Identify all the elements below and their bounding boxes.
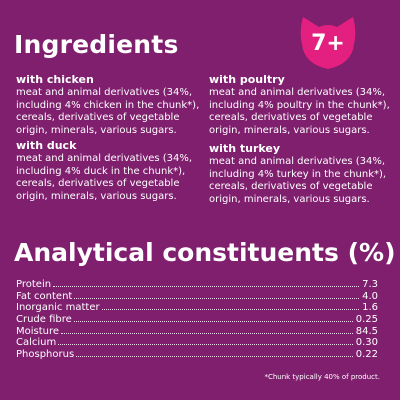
- row-value: 1.6: [362, 302, 378, 314]
- table-row: Protein 7.3: [16, 279, 378, 291]
- cat-head-icon: [300, 17, 356, 69]
- dotted-leader: [61, 332, 353, 334]
- row-value: 0.25: [355, 314, 378, 326]
- variant-name: with duck: [16, 139, 77, 152]
- table-row: Inorganic matter 1.6: [16, 302, 378, 314]
- age-badge-label: 7+: [311, 31, 345, 56]
- variant-description: meat and animal derivatives (34%, includ…: [16, 153, 193, 202]
- variant-description: meat and animal derivatives (34%, includ…: [16, 87, 200, 136]
- dotted-leader: [53, 285, 360, 287]
- row-value: 0.22: [355, 349, 378, 361]
- row-label: Inorganic matter: [16, 302, 100, 314]
- row-label: Crude fibre: [16, 314, 72, 326]
- table-row: Crude fibre 0.25: [16, 314, 378, 326]
- table-row: Calcium 0.30: [16, 337, 378, 349]
- row-value: 7.3: [362, 279, 378, 290]
- page-title: Ingredients: [14, 30, 179, 59]
- dotted-leader: [101, 308, 360, 311]
- ingredient-variant-turkey: with turkey meat and animal derivatives …: [209, 142, 394, 206]
- dotted-leader: [74, 297, 360, 299]
- ingredient-variant-poultry: with poultry meat and animal derivatives…: [209, 73, 394, 137]
- table-row: Moisture 84.5: [16, 326, 378, 338]
- table-row: Fat content 4.0: [16, 291, 378, 303]
- footnote: *Chunk typically 40% of product.: [264, 373, 380, 381]
- row-label: Protein: [16, 279, 52, 290]
- variant-name: with poultry: [209, 73, 285, 86]
- dotted-leader: [76, 355, 353, 358]
- row-value: 84.5: [355, 325, 378, 337]
- row-label: Calcium: [16, 337, 57, 349]
- table-row: Phosphorus 0.22: [16, 349, 378, 361]
- row-label: Phosphorus: [16, 349, 75, 361]
- variant-description: meat and animal derivatives (34%, includ…: [209, 87, 390, 136]
- ingredient-variant-chicken: with chicken meat and animal derivatives…: [16, 73, 201, 137]
- dotted-leader: [58, 343, 353, 346]
- row-label: Moisture: [16, 325, 60, 337]
- row-label: Fat content: [16, 290, 73, 302]
- variant-description: meat and animal derivatives (34%, includ…: [209, 156, 387, 205]
- section-title-analytical: Analytical constituents (%): [14, 238, 396, 267]
- row-value: 0.30: [355, 337, 378, 349]
- age-badge: 7+: [297, 14, 359, 72]
- variant-name: with turkey: [209, 142, 281, 155]
- row-value: 4.0: [362, 290, 378, 302]
- analytical-table: Protein 7.3 Fat content 4.0 Inorganic ma…: [16, 279, 378, 361]
- ingredient-variant-duck: with duck meat and animal derivatives (3…: [16, 139, 201, 203]
- dotted-leader: [73, 320, 353, 323]
- variant-name: with chicken: [16, 73, 94, 86]
